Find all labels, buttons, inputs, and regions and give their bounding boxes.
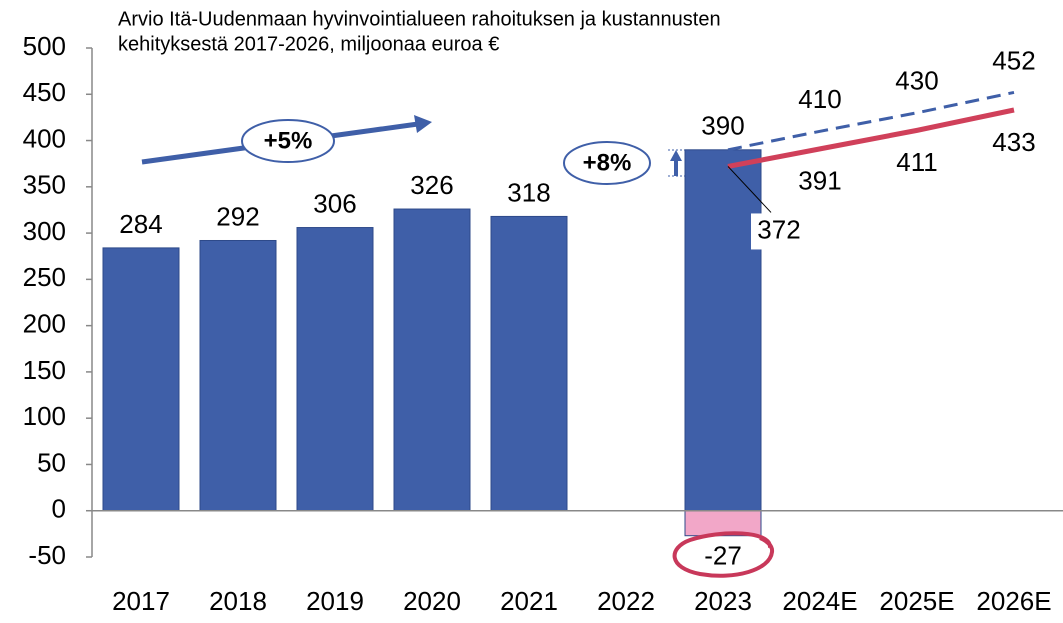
- bar: [393, 208, 471, 512]
- line: [727, 107, 1015, 169]
- y-tick-label: 400: [23, 123, 66, 153]
- data-label: 306: [313, 188, 356, 218]
- bar: [684, 149, 762, 512]
- y-tick-label: 250: [23, 262, 66, 292]
- data-label: 372: [757, 214, 800, 244]
- y-tick-label: 0: [52, 494, 66, 524]
- x-tick-label: 2019: [306, 586, 364, 616]
- bar: [102, 247, 180, 512]
- y-tick-label: 500: [23, 31, 66, 61]
- data-label: -27: [704, 541, 742, 571]
- data-label: 318: [507, 177, 550, 207]
- arrow-head: [414, 115, 432, 133]
- y-tick-label: 350: [23, 170, 66, 200]
- data-label: 411: [896, 147, 937, 177]
- y-tick-label: 100: [23, 401, 66, 431]
- y-tick-label: 200: [23, 309, 66, 339]
- y-tick-label: 150: [23, 355, 66, 385]
- data-label: 326: [410, 170, 453, 200]
- y-tick-label: -50: [28, 540, 66, 570]
- x-tick-label: 2017: [112, 586, 170, 616]
- data-label: 410: [798, 84, 841, 114]
- data-label: 391: [798, 166, 841, 196]
- annotation: +8%: [583, 149, 632, 176]
- data-label: 430: [895, 66, 938, 96]
- annotation-bubble: [563, 141, 651, 185]
- chart-title: kehityksestä 2017-2026, miljoonaa euroa …: [118, 33, 499, 55]
- y-tick-label: 450: [23, 77, 66, 107]
- x-tick-label: 2025E: [879, 586, 954, 616]
- label-box: [751, 213, 807, 250]
- chart-title: Arvio Itä-Uudenmaan hyvinvointialueen ra…: [118, 8, 721, 30]
- data-label: 452: [992, 45, 1035, 75]
- x-tick-label: 2018: [209, 586, 267, 616]
- highlight-circle: [672, 531, 775, 578]
- x-tick-label: 2022: [597, 586, 655, 616]
- x-tick-label: 2026E: [976, 586, 1051, 616]
- line: [727, 90, 1015, 152]
- annotation: +5%: [264, 127, 313, 154]
- bar: [199, 239, 277, 512]
- annotation-bubble: [241, 119, 335, 163]
- data-label: 284: [119, 209, 162, 239]
- x-tick-label: 2021: [500, 586, 558, 616]
- data-label: 292: [216, 201, 259, 231]
- x-tick-label: 2020: [403, 586, 461, 616]
- leader-line: [727, 166, 772, 213]
- data-label: 433: [992, 127, 1035, 157]
- bar: [296, 227, 374, 512]
- x-tick-label: 2023: [694, 586, 752, 616]
- y-tick-label: 50: [37, 447, 66, 477]
- data-label: 390: [701, 111, 744, 141]
- y-tick-label: 300: [23, 216, 66, 246]
- x-tick-label: 2024E: [782, 586, 857, 616]
- arrow-head: [670, 150, 682, 161]
- bar: [490, 215, 568, 512]
